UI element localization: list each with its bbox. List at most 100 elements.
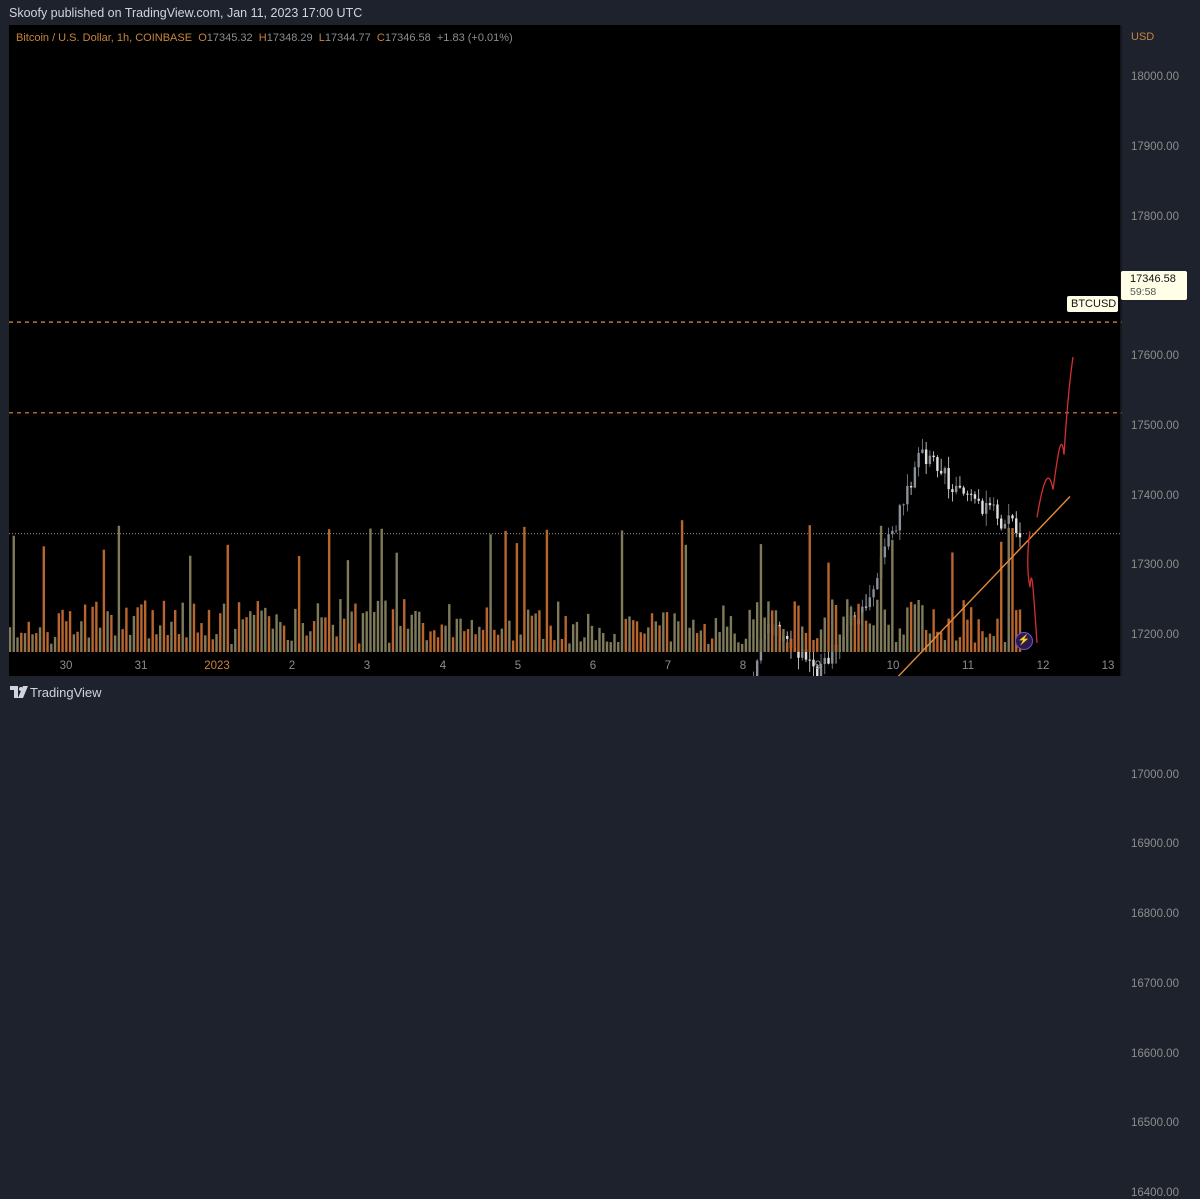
projection-down-stroke	[1027, 531, 1038, 644]
volume-bar	[812, 639, 815, 652]
volume-bar	[534, 613, 537, 652]
candle-body	[872, 589, 875, 598]
volume-bar	[643, 633, 646, 652]
time-tick-label: 30	[59, 660, 73, 672]
volume-bar	[966, 619, 969, 652]
volume-bar	[842, 616, 845, 652]
volume-bar	[252, 614, 256, 652]
volume-bar	[72, 634, 76, 652]
chart-pane[interactable]: Bitcoin / U.S. Dollar, 1h, COINBASE O 173…	[9, 25, 1122, 676]
volume-bar	[665, 612, 669, 652]
last-price-value: 17346.58	[1130, 273, 1176, 285]
volume-bar	[755, 602, 759, 652]
volume-bar	[331, 624, 335, 652]
volume-bar	[973, 642, 977, 652]
volume-bar	[958, 637, 962, 652]
candle-body	[928, 455, 932, 464]
volume-bar	[373, 612, 376, 652]
volume-bar	[185, 637, 188, 652]
volume-bar	[174, 610, 177, 652]
volume-bar	[902, 634, 905, 652]
candle-body	[1000, 518, 1003, 529]
candle-body	[966, 493, 969, 495]
time-tick-label: 6	[589, 660, 597, 672]
candle-body	[981, 500, 984, 514]
candle-body	[797, 650, 800, 658]
volume-bar	[906, 607, 909, 652]
candle-body	[876, 578, 879, 590]
volume-bar	[204, 635, 207, 652]
volume-bar	[624, 618, 627, 652]
volume-bar	[451, 637, 455, 652]
volume-bar	[782, 629, 785, 652]
volume-bar	[669, 641, 673, 652]
volume-bar	[819, 629, 823, 652]
volume-bar	[846, 599, 849, 652]
volume-bar	[151, 610, 154, 652]
volume-bar	[342, 618, 346, 652]
volume-bar	[23, 633, 27, 652]
brand-name[interactable]: TradingView	[30, 685, 102, 700]
volume-bar	[864, 620, 868, 652]
volume-bar	[834, 604, 838, 652]
volume-bar	[324, 617, 327, 652]
volume-bar	[774, 610, 778, 652]
volume-bar	[65, 621, 68, 652]
candle-body	[898, 505, 902, 531]
price-tick-label: 16400.00	[1131, 1187, 1179, 1199]
candle-body	[819, 664, 823, 676]
volume-bar	[493, 629, 496, 652]
candle-body	[864, 606, 868, 608]
volume-bar	[710, 638, 714, 652]
volume-bar	[868, 623, 872, 652]
volume-bar	[560, 638, 564, 652]
volume-bar	[523, 526, 526, 652]
volume-bar	[763, 617, 766, 652]
candle-body	[921, 449, 924, 453]
volume-bar	[605, 641, 609, 652]
volume-bar	[1011, 528, 1014, 652]
price-tick-label: 17300.00	[1131, 559, 1179, 572]
volume-bar	[1015, 610, 1018, 652]
tradingview-logo-icon[interactable]	[10, 684, 28, 700]
volume-bar	[429, 631, 432, 652]
volume-bar	[662, 612, 665, 652]
volume-bar	[466, 629, 470, 652]
volume-bar	[541, 638, 545, 652]
close-value: 17346.58	[384, 32, 431, 44]
open-label: O	[198, 32, 207, 44]
volume-bar	[155, 634, 158, 652]
chart-canvas[interactable]	[9, 25, 1122, 676]
volume-bar	[613, 634, 616, 652]
volume-bar	[898, 628, 902, 652]
time-tick-label: 10	[886, 660, 900, 672]
symbol-tag-label: BTCUSD	[1071, 298, 1117, 310]
volume-bar	[38, 627, 42, 652]
candle-body	[943, 468, 947, 474]
price-tick-label: 16500.00	[1131, 1117, 1179, 1130]
volume-bar	[786, 642, 789, 652]
price-axis[interactable]: USD 18000.0017900.0017800.0017700.001760…	[1122, 25, 1200, 1199]
candle-body	[755, 660, 759, 676]
candle-body	[823, 657, 826, 665]
volume-bar	[485, 607, 489, 652]
volume-bar	[177, 634, 181, 652]
volume-bar	[617, 641, 620, 652]
volume-bar	[219, 613, 222, 652]
volume-bar	[376, 600, 380, 652]
volume-bar	[113, 635, 117, 652]
price-tick-label: 17900.00	[1131, 140, 1179, 153]
lightning-icon[interactable]: ⚡	[1015, 632, 1033, 650]
volume-bar	[680, 520, 684, 652]
volume-bar	[294, 608, 297, 652]
candle-body	[917, 452, 920, 468]
volume-bar	[80, 621, 83, 652]
volume-bar	[192, 603, 196, 652]
axis-unit[interactable]: USD	[1131, 31, 1155, 43]
symbol-description[interactable]: Bitcoin / U.S. Dollar, 1h, COINBASE	[16, 32, 193, 44]
volume-bar	[759, 544, 763, 652]
volume-bar	[425, 640, 428, 652]
volume-bar	[125, 607, 128, 652]
volume-bar	[290, 640, 293, 652]
volume-bar	[639, 632, 642, 652]
